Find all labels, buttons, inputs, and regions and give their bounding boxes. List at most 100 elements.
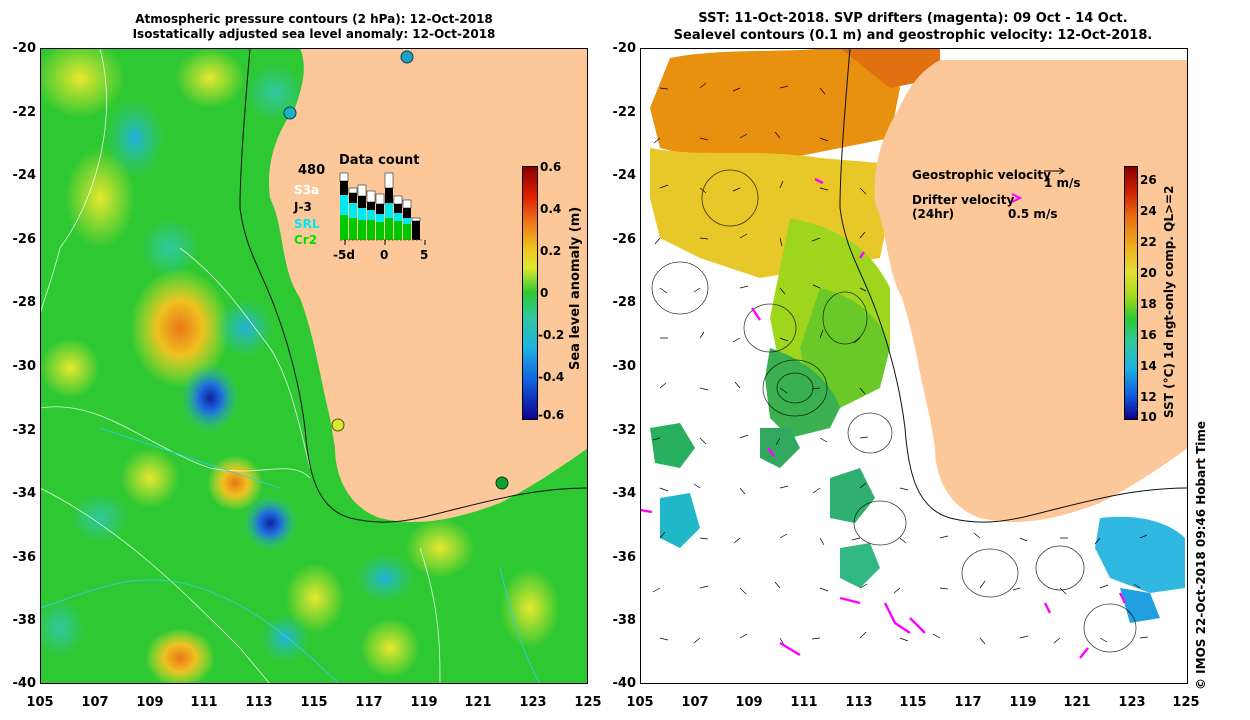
y-tick: -28 [12, 295, 37, 310]
sst-cb-tick: 14 [1140, 359, 1157, 373]
sla-colorbar-label: Sea level anomaly (m) [568, 206, 583, 370]
drifter-tracks [640, 177, 1127, 659]
sla-cb-tick: 0.4 [540, 202, 562, 216]
geostrophic-arrowhead [1058, 167, 1065, 175]
sst-cb-tick: 10 [1140, 410, 1157, 424]
x-tick: 113 [845, 695, 873, 710]
sst-field [650, 48, 1185, 623]
inset-max-label: 480 [298, 163, 325, 178]
australia-landmass [269, 48, 588, 523]
sla-colorbar [522, 166, 538, 420]
x-tick: 125 [574, 695, 602, 710]
y-tick: -24 [612, 168, 637, 183]
y-tick: -28 [612, 295, 637, 310]
sst-cb-tick: 24 [1140, 204, 1157, 218]
inset-title: Data count [339, 153, 419, 168]
sst-cb-tick: 22 [1140, 235, 1157, 249]
y-tick: -24 [12, 168, 37, 183]
sla-cb-tick: -0.4 [538, 370, 565, 384]
sst-colorbar [1124, 166, 1138, 420]
x-tick: 111 [190, 695, 218, 710]
drifter-period: (24hr) [912, 207, 954, 221]
mission-s3a: S3a [294, 183, 319, 197]
mission-j3: J-3 [293, 200, 312, 214]
inset-tick-m5d: -5d [333, 248, 355, 262]
inset-tick-0: 0 [380, 248, 388, 262]
left-title-line2: Isostatically adjusted sea level anomaly… [132, 27, 496, 41]
y-tick: -20 [612, 41, 637, 56]
left-map-frame [40, 48, 588, 684]
shelf-contour-right [839, 48, 1188, 523]
australia-landmass-right [874, 60, 1188, 523]
y-tick: -32 [612, 423, 637, 438]
sea-level-anomaly-map: Data count 480 S3a J-3 SRL Cr2 -5d 0 5 [40, 48, 588, 684]
sla-cb-tick: 0 [540, 286, 549, 300]
sst-cb-tick: 16 [1140, 328, 1157, 342]
y-tick: -30 [12, 359, 37, 374]
velocity-legend: Geostrophic velocity 1 m/s Drifter veloc… [912, 167, 1081, 221]
shelf-contour [239, 48, 588, 523]
sla-cb-tick: -0.6 [538, 408, 565, 422]
x-tick: 119 [410, 695, 438, 710]
y-tick: -36 [12, 550, 37, 565]
sla-cb-tick: 0.2 [540, 244, 562, 258]
y-tick: -40 [12, 676, 37, 691]
x-tick: 107 [81, 695, 109, 710]
data-count-inset: Data count 480 S3a J-3 SRL Cr2 -5d 0 5 [293, 153, 428, 262]
geostrophic-label: Geostrophic velocity [912, 168, 1051, 182]
x-tick: 109 [735, 695, 763, 710]
y-tick: -22 [612, 105, 637, 120]
drifter-label: Drifter velocity [912, 193, 1014, 207]
x-tick: 105 [626, 695, 654, 710]
y-tick: -34 [12, 486, 37, 501]
left-title-line1: Atmospheric pressure contours (2 hPa): 1… [135, 12, 493, 26]
drifter-scale: 0.5 m/s [1008, 207, 1057, 221]
y-tick: -38 [12, 613, 37, 628]
mission-cr2: Cr2 [294, 233, 317, 247]
inset-tick-5: 5 [420, 248, 428, 262]
x-tick: 113 [245, 695, 273, 710]
x-tick: 115 [899, 695, 927, 710]
y-tick: -40 [612, 676, 637, 691]
inset-x-ticks [344, 240, 426, 245]
right-map-frame [640, 48, 1188, 684]
sst-cb-tick: 18 [1140, 297, 1157, 311]
y-tick: -26 [12, 232, 37, 247]
sst-map: Geostrophic velocity 1 m/s Drifter veloc… [640, 48, 1188, 684]
x-tick: 119 [1009, 695, 1037, 710]
left-panel-title: Atmospheric pressure contours (2 hPa): 1… [40, 12, 588, 42]
sst-cb-tick: 26 [1140, 173, 1157, 187]
x-tick: 105 [26, 695, 54, 710]
sla-cb-tick: 0.6 [540, 160, 562, 174]
x-tick: 111 [790, 695, 818, 710]
x-tick: 117 [954, 695, 982, 710]
x-tick: 121 [464, 695, 492, 710]
tide-gauges [283, 50, 509, 490]
sealevel-contours [651, 169, 1137, 653]
x-tick: 107 [681, 695, 709, 710]
x-tick: 123 [519, 695, 547, 710]
y-tick: -26 [612, 232, 637, 247]
right-title-line1: SST: 11-Oct-2018. SVP drifters (magenta)… [698, 11, 1128, 26]
x-tick: 109 [136, 695, 164, 710]
geostrophic-arrows [652, 82, 1149, 646]
x-tick: 125 [1172, 695, 1200, 710]
y-tick: -30 [612, 359, 637, 374]
geostrophic-scale: 1 m/s [1044, 176, 1081, 190]
imos-credit: © IMOS 22-Oct-2018 09:46 Hobart Time [1194, 420, 1208, 690]
y-tick: -36 [612, 550, 637, 565]
x-tick: 117 [355, 695, 383, 710]
sst-cb-tick: 12 [1140, 390, 1157, 404]
x-tick: 123 [1118, 695, 1146, 710]
pressure-contours-cyan [40, 427, 541, 684]
sst-colorbar-label: SST (°C) 1d ngt-only comp. QL>=2 [1162, 185, 1176, 418]
right-title-line2: Sealevel contours (0.1 m) and geostrophi… [673, 28, 1153, 43]
x-tick: 115 [300, 695, 328, 710]
drifter-scale-arrow [1011, 193, 1023, 203]
x-tick: 121 [1063, 695, 1091, 710]
y-tick: -20 [12, 41, 37, 56]
sla-cb-tick: -0.2 [538, 328, 565, 342]
y-tick: -32 [12, 423, 37, 438]
y-tick: -22 [12, 105, 37, 120]
sst-cb-tick: 20 [1140, 266, 1157, 280]
